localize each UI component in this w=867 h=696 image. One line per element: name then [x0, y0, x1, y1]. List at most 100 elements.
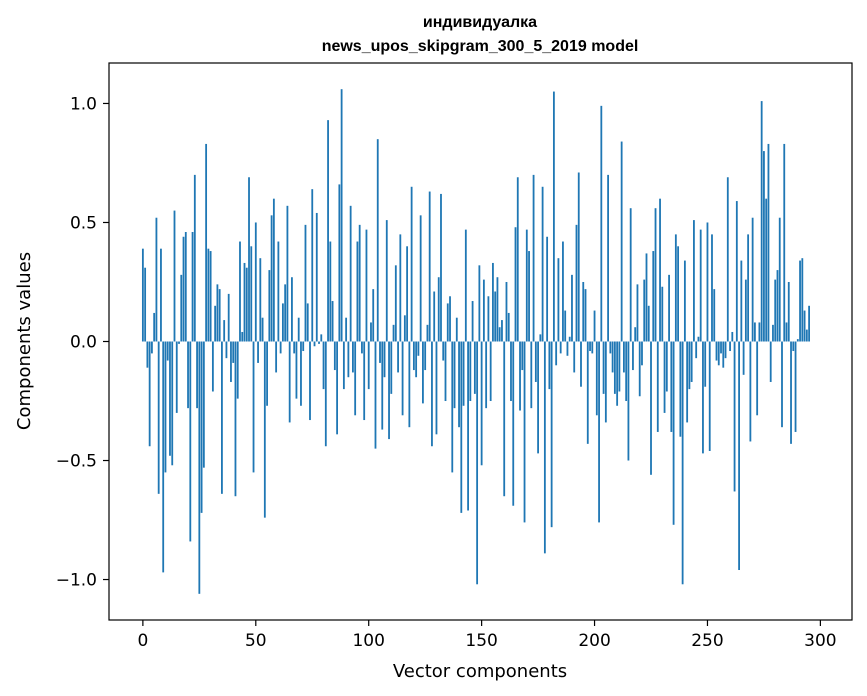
bar	[428, 191, 431, 342]
bar	[794, 341, 797, 432]
bar	[390, 341, 393, 394]
bar	[480, 341, 483, 466]
bar	[266, 341, 268, 406]
bar	[593, 310, 596, 342]
bar	[451, 341, 454, 473]
bar	[552, 91, 555, 342]
bar	[467, 341, 469, 511]
bar	[340, 89, 343, 342]
bar-series	[141, 89, 810, 594]
bar	[763, 151, 765, 342]
bar	[776, 270, 779, 342]
bar	[747, 234, 750, 342]
bar	[304, 224, 307, 342]
bar	[679, 341, 682, 437]
bar	[641, 341, 643, 366]
bar	[656, 341, 659, 432]
bar	[787, 281, 790, 342]
bar	[169, 341, 171, 456]
bar	[482, 279, 485, 342]
bar	[767, 143, 770, 342]
bar	[591, 341, 594, 354]
bar	[702, 341, 704, 454]
bar	[291, 277, 293, 342]
x-tick-label: 50	[245, 631, 267, 651]
bar	[356, 241, 359, 342]
bar	[376, 139, 379, 342]
bar	[397, 341, 399, 373]
bar	[365, 229, 368, 342]
bar	[774, 279, 777, 342]
bar	[431, 341, 433, 447]
bar	[516, 177, 519, 342]
bar	[530, 341, 533, 409]
bar	[489, 341, 492, 402]
bar	[211, 341, 214, 392]
bar	[695, 341, 698, 359]
bar	[496, 277, 499, 342]
bar	[412, 341, 415, 371]
bar	[568, 336, 571, 342]
bar	[322, 341, 325, 390]
bar	[394, 265, 397, 342]
bar	[460, 341, 463, 513]
bar	[663, 341, 666, 413]
bar	[733, 341, 736, 492]
bar	[625, 341, 628, 402]
bar	[720, 341, 722, 354]
bar	[543, 341, 546, 554]
bar	[672, 341, 675, 525]
bar	[697, 336, 700, 342]
bar	[277, 241, 280, 342]
bar	[336, 341, 338, 435]
bar	[141, 248, 144, 342]
bar	[534, 341, 537, 382]
bar	[403, 315, 406, 342]
bar	[162, 341, 165, 573]
bar	[744, 279, 747, 342]
bar	[505, 281, 508, 342]
bar	[311, 189, 314, 342]
bar	[808, 305, 810, 342]
bar	[329, 241, 332, 342]
bar	[306, 303, 309, 342]
bar	[711, 234, 713, 342]
bar	[471, 301, 474, 342]
bar	[401, 341, 404, 416]
bar	[753, 322, 756, 342]
bar	[772, 324, 774, 342]
bar	[302, 341, 305, 352]
bar	[261, 317, 264, 342]
bar	[198, 341, 201, 594]
bar	[270, 215, 273, 342]
bar	[478, 265, 481, 342]
bar	[550, 341, 553, 528]
bar	[575, 224, 578, 342]
bar	[205, 143, 208, 342]
bar	[688, 341, 691, 390]
bar	[580, 341, 582, 387]
bar	[735, 201, 738, 342]
bar	[313, 341, 316, 347]
bar	[790, 341, 792, 444]
bar	[148, 341, 151, 447]
x-axis-label: Vector components	[393, 661, 567, 682]
bar	[223, 320, 226, 342]
bar	[636, 284, 639, 342]
bar	[309, 341, 311, 421]
bar	[279, 341, 282, 354]
bar	[722, 341, 725, 368]
bar	[532, 174, 535, 342]
bar	[173, 210, 176, 342]
bar	[602, 341, 605, 394]
bar	[417, 341, 420, 356]
bar	[406, 246, 409, 342]
bar	[379, 341, 381, 363]
bar	[184, 232, 187, 342]
bar	[756, 341, 759, 416]
bar	[288, 341, 291, 423]
bar	[399, 234, 402, 342]
bar	[523, 341, 526, 523]
bar	[690, 341, 693, 382]
bar	[275, 341, 278, 373]
